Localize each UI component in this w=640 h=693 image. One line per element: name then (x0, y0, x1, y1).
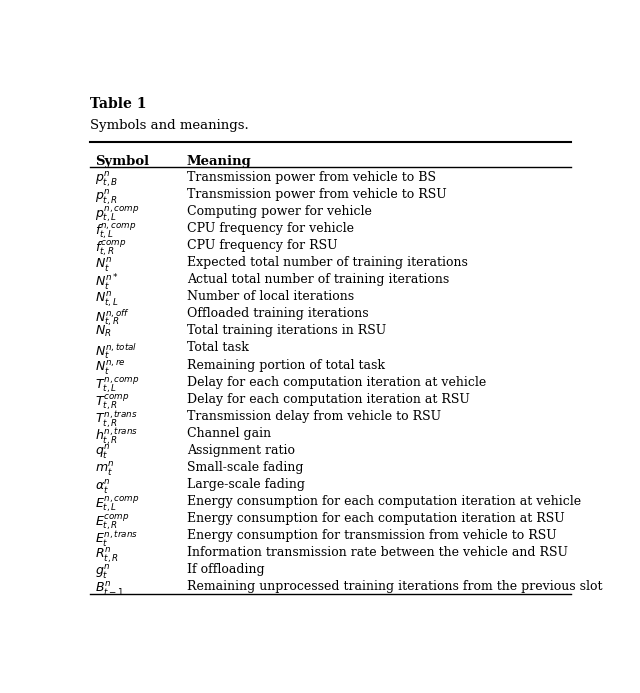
Text: $T_{t,R}^{comp}$: $T_{t,R}^{comp}$ (95, 393, 129, 413)
Text: $p_{t,B}^{n}$: $p_{t,B}^{n}$ (95, 170, 118, 189)
Text: $f_{t,L}^{n,comp}$: $f_{t,L}^{n,comp}$ (95, 222, 136, 243)
Text: Large-scale fading: Large-scale fading (187, 478, 305, 491)
Text: Information transmission rate between the vehicle and RSU: Information transmission rate between th… (187, 546, 568, 559)
Text: Transmission power from vehicle to BS: Transmission power from vehicle to BS (187, 170, 436, 184)
Text: $N_{t,R}^{n,off}$: $N_{t,R}^{n,off}$ (95, 307, 130, 328)
Text: Remaining portion of total task: Remaining portion of total task (187, 358, 385, 371)
Text: $E_{t}^{n,trans}$: $E_{t}^{n,trans}$ (95, 529, 138, 549)
Text: Channel gain: Channel gain (187, 427, 271, 440)
Text: Assignment ratio: Assignment ratio (187, 444, 294, 457)
Text: Transmission delay from vehicle to RSU: Transmission delay from vehicle to RSU (187, 410, 441, 423)
Text: $R_{t,R}^{n}$: $R_{t,R}^{n}$ (95, 546, 119, 565)
Text: $T_{t,R}^{n,trans}$: $T_{t,R}^{n,trans}$ (95, 410, 138, 430)
Text: $N_{t}^{n*}$: $N_{t}^{n*}$ (95, 273, 118, 293)
Text: Energy consumption for each computation iteration at vehicle: Energy consumption for each computation … (187, 495, 580, 508)
Text: Meaning: Meaning (187, 155, 252, 168)
Text: $T_{t,L}^{n,comp}$: $T_{t,L}^{n,comp}$ (95, 376, 140, 396)
Text: $E_{t,R}^{comp}$: $E_{t,R}^{comp}$ (95, 512, 129, 532)
Text: $q_{t}^{n}$: $q_{t}^{n}$ (95, 444, 110, 462)
Text: Symbol: Symbol (95, 155, 149, 168)
Text: $B_{t-1}^{n}$: $B_{t-1}^{n}$ (95, 581, 124, 598)
Text: Delay for each computation iteration at vehicle: Delay for each computation iteration at … (187, 376, 486, 389)
Text: $N_{R}$: $N_{R}$ (95, 324, 111, 340)
Text: Computing power for vehicle: Computing power for vehicle (187, 205, 371, 218)
Text: $N_{t,L}^{n}$: $N_{t,L}^{n}$ (95, 290, 118, 309)
Text: $N_{t}^{n,total}$: $N_{t}^{n,total}$ (95, 342, 137, 361)
Text: Total task: Total task (187, 342, 248, 354)
Text: $f_{t,R}^{comp}$: $f_{t,R}^{comp}$ (95, 239, 126, 259)
Text: $g_{t}^{n}$: $g_{t}^{n}$ (95, 563, 110, 581)
Text: Remaining unprocessed training iterations from the previous slot: Remaining unprocessed training iteration… (187, 581, 602, 593)
Text: Energy consumption for transmission from vehicle to RSU: Energy consumption for transmission from… (187, 529, 556, 542)
Text: If offloading: If offloading (187, 563, 264, 577)
Text: Delay for each computation iteration at RSU: Delay for each computation iteration at … (187, 393, 470, 405)
Text: $m_{t}^{n}$: $m_{t}^{n}$ (95, 461, 115, 478)
Text: Offloaded training iterations: Offloaded training iterations (187, 307, 368, 320)
Text: $N_{t}^{n}$: $N_{t}^{n}$ (95, 256, 112, 274)
Text: $p_{t,R}^{n}$: $p_{t,R}^{n}$ (95, 188, 118, 207)
Text: $E_{t,L}^{n,comp}$: $E_{t,L}^{n,comp}$ (95, 495, 140, 516)
Text: Number of local iterations: Number of local iterations (187, 290, 354, 304)
Text: $\alpha_{t}^{n}$: $\alpha_{t}^{n}$ (95, 478, 111, 495)
Text: Transmission power from vehicle to RSU: Transmission power from vehicle to RSU (187, 188, 446, 201)
Text: Symbols and meanings.: Symbols and meanings. (90, 119, 249, 132)
Text: $N_{t}^{n,re}$: $N_{t}^{n,re}$ (95, 358, 125, 377)
Text: Actual total number of training iterations: Actual total number of training iteratio… (187, 273, 449, 286)
Text: Total training iterations in RSU: Total training iterations in RSU (187, 324, 386, 337)
Text: Table 1: Table 1 (90, 96, 147, 110)
Text: Energy consumption for each computation iteration at RSU: Energy consumption for each computation … (187, 512, 564, 525)
Text: Expected total number of training iterations: Expected total number of training iterat… (187, 256, 467, 269)
Text: Small-scale fading: Small-scale fading (187, 461, 303, 474)
Text: CPU frequency for RSU: CPU frequency for RSU (187, 239, 337, 252)
Text: CPU frequency for vehicle: CPU frequency for vehicle (187, 222, 354, 235)
Text: $h_{t,R}^{n,trans}$: $h_{t,R}^{n,trans}$ (95, 427, 138, 448)
Text: $p_{t,L}^{n,comp}$: $p_{t,L}^{n,comp}$ (95, 205, 140, 225)
